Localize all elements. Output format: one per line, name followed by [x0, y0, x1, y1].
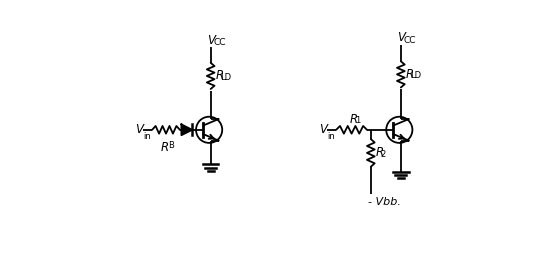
Text: R: R — [376, 146, 384, 160]
Text: - Vbb.: - Vbb. — [368, 197, 401, 207]
Text: V: V — [207, 34, 215, 47]
Text: LD: LD — [410, 71, 421, 80]
Text: R: R — [160, 141, 169, 154]
Text: V: V — [319, 123, 327, 136]
Text: 2: 2 — [380, 150, 385, 158]
Text: 1: 1 — [355, 116, 360, 125]
Text: V: V — [135, 123, 143, 136]
Polygon shape — [181, 124, 192, 135]
Text: in: in — [144, 132, 151, 141]
Text: CC: CC — [404, 36, 416, 45]
Text: V: V — [397, 31, 405, 44]
Text: CC: CC — [214, 38, 226, 47]
Text: R: R — [350, 113, 358, 125]
Text: LD: LD — [220, 73, 231, 82]
Text: B: B — [169, 141, 174, 150]
Text: in: in — [328, 132, 335, 141]
Text: R: R — [406, 68, 414, 81]
Text: R: R — [215, 69, 224, 82]
